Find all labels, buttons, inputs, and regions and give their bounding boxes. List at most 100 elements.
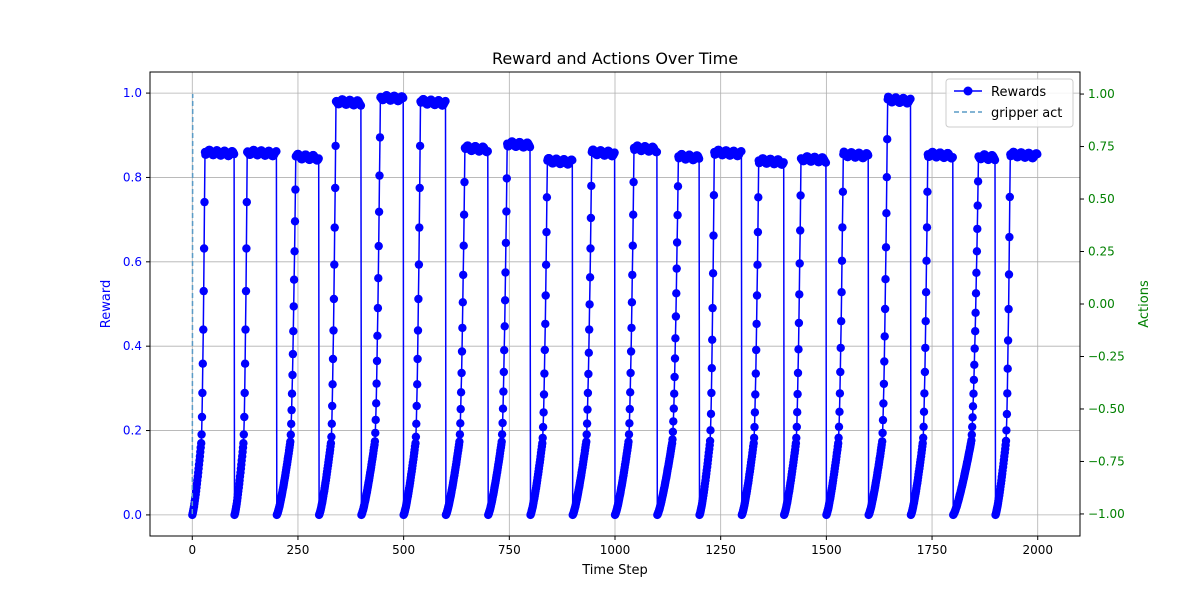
rewards-point bbox=[584, 348, 593, 357]
rewards-point bbox=[707, 388, 716, 398]
rewards-point bbox=[373, 303, 383, 313]
rewards-point bbox=[709, 231, 718, 240]
rewards-point bbox=[583, 388, 593, 398]
rewards-point bbox=[329, 294, 339, 304]
rewards-point bbox=[483, 147, 492, 156]
rewards-point bbox=[329, 326, 338, 335]
rewards-point bbox=[626, 388, 635, 397]
rewards-point bbox=[456, 404, 465, 414]
rewards-point bbox=[629, 177, 638, 187]
rewards-point bbox=[374, 274, 383, 283]
y2-tick-label: 0.50 bbox=[1088, 192, 1115, 206]
rewards-point bbox=[456, 388, 466, 397]
rewards-point bbox=[628, 241, 637, 250]
rewards-point bbox=[948, 153, 957, 162]
rewards-point bbox=[330, 260, 339, 269]
y-tick-label: 0.4 bbox=[123, 339, 142, 353]
rewards-point bbox=[289, 327, 298, 336]
rewards-point bbox=[705, 436, 715, 446]
rewards-point bbox=[499, 387, 508, 396]
rewards-point bbox=[540, 369, 549, 378]
y2-tick-label: 0.25 bbox=[1088, 245, 1115, 259]
rewards-point bbox=[373, 331, 382, 340]
rewards-point bbox=[838, 187, 848, 196]
y2-tick-label: −0.75 bbox=[1088, 454, 1125, 468]
rewards-point bbox=[793, 368, 803, 378]
rewards-point bbox=[753, 227, 763, 237]
rewards-point bbox=[706, 409, 716, 419]
rewards-point bbox=[626, 368, 635, 378]
legend-rewards-marker bbox=[963, 86, 973, 96]
rewards-point bbox=[240, 388, 249, 398]
rewards-point bbox=[708, 303, 717, 313]
chart-title: Reward and Actions Over Time bbox=[492, 49, 738, 68]
rewards-point bbox=[411, 432, 421, 441]
rewards-point bbox=[539, 390, 549, 399]
rewards-point bbox=[413, 354, 422, 364]
rewards-point bbox=[455, 430, 465, 439]
rewards-point bbox=[626, 347, 636, 356]
rewards-point bbox=[500, 322, 509, 331]
rewards-point bbox=[371, 428, 380, 438]
rewards-point bbox=[441, 96, 450, 106]
rewards-point bbox=[796, 191, 805, 200]
x-tick-label: 0 bbox=[188, 543, 196, 557]
rewards-point bbox=[836, 343, 845, 353]
rewards-point bbox=[291, 185, 300, 194]
rewards-point bbox=[290, 217, 300, 226]
rewards-point bbox=[356, 101, 366, 110]
rewards-point bbox=[456, 419, 465, 428]
rewards-point bbox=[586, 244, 595, 253]
rewards-point bbox=[793, 408, 802, 417]
rewards-point bbox=[585, 300, 594, 309]
rewards-point bbox=[837, 317, 846, 326]
rewards-point bbox=[538, 433, 547, 443]
rewards-point bbox=[920, 389, 929, 398]
rewards-point bbox=[412, 401, 421, 411]
rewards-point bbox=[415, 223, 424, 232]
rewards-point bbox=[795, 259, 804, 268]
rewards-point bbox=[990, 155, 1000, 165]
rewards-point bbox=[371, 415, 380, 425]
rewards-point bbox=[750, 422, 759, 432]
x-axis: 0 250 500 750 1000 1250 1500 1750 2000 bbox=[188, 536, 1053, 557]
y2-axis-label: Actions bbox=[1137, 280, 1152, 328]
rewards-point bbox=[415, 183, 424, 193]
rewards-point bbox=[751, 369, 760, 378]
rewards-point bbox=[669, 417, 678, 426]
y2-tick-label: −1.00 bbox=[1088, 507, 1125, 521]
rewards-point bbox=[459, 210, 469, 219]
rewards-point bbox=[414, 294, 423, 304]
rewards-point bbox=[1001, 436, 1011, 446]
rewards-point bbox=[582, 437, 591, 446]
rewards-point bbox=[411, 439, 420, 448]
y2-tick-label: −0.50 bbox=[1088, 402, 1125, 416]
rewards-point bbox=[972, 268, 981, 277]
rewards-point bbox=[197, 412, 207, 422]
rewards-point bbox=[328, 380, 337, 389]
rewards-point bbox=[921, 343, 930, 353]
rewards-series-markers bbox=[188, 91, 1042, 520]
rewards-point bbox=[1004, 270, 1014, 279]
rewards-point bbox=[290, 247, 299, 256]
rewards-point bbox=[287, 405, 296, 415]
rewards-point bbox=[287, 389, 297, 398]
x-tick-label: 500 bbox=[392, 543, 415, 557]
rewards-point bbox=[289, 275, 299, 284]
rewards-point bbox=[754, 193, 763, 202]
rewards-point bbox=[501, 238, 511, 248]
rewards-point bbox=[374, 207, 384, 216]
rewards-point bbox=[239, 439, 248, 448]
rewards-point bbox=[879, 379, 889, 389]
rewards-point bbox=[919, 422, 928, 431]
rewards-point bbox=[584, 369, 593, 379]
rewards-point bbox=[499, 367, 508, 377]
rewards-point bbox=[880, 357, 889, 366]
rewards-point bbox=[706, 426, 715, 435]
rewards-point bbox=[921, 317, 930, 326]
rewards-point bbox=[1033, 150, 1042, 159]
rewards-point bbox=[1002, 409, 1012, 419]
rewards-point bbox=[709, 191, 719, 200]
y-tick-label: 0.0 bbox=[123, 508, 142, 522]
